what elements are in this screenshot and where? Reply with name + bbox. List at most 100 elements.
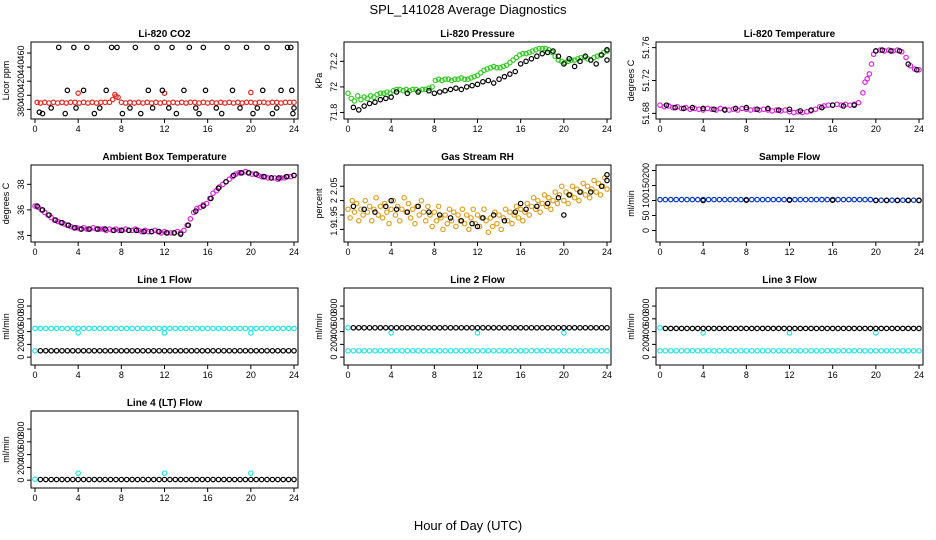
- x-tick-label: 12: [784, 247, 794, 257]
- data-point: [480, 324, 486, 331]
- data-point: [372, 324, 378, 331]
- data-point: [106, 99, 113, 106]
- data-point: [200, 44, 207, 51]
- data-point: [786, 197, 793, 204]
- data-point: [75, 470, 81, 476]
- data-point: [754, 347, 760, 354]
- data-point: [204, 100, 211, 106]
- y-tick-label: 400: [16, 88, 26, 103]
- data-point: [64, 87, 71, 94]
- data-point: [59, 325, 65, 332]
- data-point: [851, 102, 858, 108]
- data-point: [835, 325, 841, 332]
- data-point: [791, 109, 797, 116]
- data-point: [716, 347, 723, 354]
- data-point: [109, 96, 116, 103]
- data-point: [115, 94, 121, 101]
- data-point: [394, 203, 401, 210]
- data-point: [76, 100, 83, 106]
- y-axis-label: kPa: [314, 73, 324, 89]
- data-point: [905, 61, 912, 67]
- data-point: [55, 44, 62, 51]
- data-point: [237, 325, 243, 332]
- data-point: [667, 347, 674, 354]
- data-point: [517, 347, 524, 354]
- data-point: [442, 347, 448, 354]
- data-point: [48, 105, 54, 111]
- data-point: [405, 200, 412, 207]
- y-tick-label: 72.2: [329, 53, 339, 71]
- data-point: [37, 347, 44, 354]
- data-point: [149, 105, 156, 111]
- data-point: [50, 99, 57, 106]
- data-point: [34, 203, 40, 209]
- data-point: [129, 347, 135, 354]
- data-point: [258, 476, 265, 483]
- data-point: [253, 347, 260, 354]
- data-point: [269, 476, 276, 483]
- data-point: [388, 330, 394, 336]
- data-point: [555, 324, 562, 331]
- panel-line4: Line 4 (LT) Flow 0 4 8 12 16 20 24 0 200400600800…: [1, 398, 299, 503]
- data-point: [86, 347, 92, 354]
- data-point: [446, 206, 453, 213]
- data-point: [283, 173, 290, 180]
- data-point: [102, 476, 108, 483]
- data-point: [700, 105, 706, 112]
- data-point: [589, 186, 595, 192]
- x-tick-label: 8: [432, 370, 437, 380]
- data-point: [577, 347, 583, 354]
- data-point: [265, 100, 271, 106]
- data-point: [786, 330, 793, 336]
- data-point: [504, 217, 511, 224]
- data-point: [349, 197, 356, 204]
- panel-title: Sample Flow: [759, 152, 820, 163]
- x-tick-label: 12: [472, 124, 482, 134]
- data-point: [248, 347, 254, 354]
- data-point: [436, 324, 443, 331]
- data-point: [46, 212, 52, 218]
- data-point: [910, 197, 917, 204]
- data-point: [129, 476, 135, 483]
- data-point: [192, 105, 199, 111]
- data-point: [448, 217, 455, 224]
- data-point: [134, 476, 141, 483]
- panel-title: Gas Stream RH: [441, 152, 514, 163]
- data-point: [520, 217, 526, 224]
- data-point: [289, 87, 295, 94]
- data-point: [377, 324, 384, 331]
- data-point: [123, 325, 130, 332]
- data-point: [399, 347, 405, 354]
- data-point: [278, 175, 284, 181]
- data-point: [894, 197, 901, 204]
- data-point: [269, 110, 276, 117]
- y-tick-label: 600: [16, 311, 26, 326]
- data-point: [889, 347, 895, 354]
- data-point: [476, 223, 483, 230]
- data-point: [792, 325, 798, 332]
- data-point: [415, 89, 421, 95]
- y-axis-label: ml/min: [626, 190, 636, 217]
- data-point: [534, 203, 540, 210]
- data-point: [32, 347, 38, 354]
- data-point: [694, 325, 701, 332]
- data-point: [196, 110, 202, 117]
- data-point: [867, 347, 874, 354]
- data-point: [145, 347, 152, 354]
- data-point: [447, 347, 454, 354]
- data-point: [447, 86, 454, 93]
- series-2: [36, 44, 297, 117]
- data-point: [866, 71, 873, 77]
- data-point: [361, 94, 367, 100]
- data-point: [498, 226, 505, 233]
- series-1: [345, 45, 610, 104]
- x-tick-label: 16: [203, 493, 213, 503]
- data-point: [210, 476, 216, 483]
- data-point: [759, 196, 766, 203]
- data-point: [442, 76, 448, 83]
- x-tick-label: 0: [345, 247, 350, 257]
- data-point: [487, 64, 494, 71]
- data-point: [604, 186, 610, 192]
- data-point: [178, 99, 185, 106]
